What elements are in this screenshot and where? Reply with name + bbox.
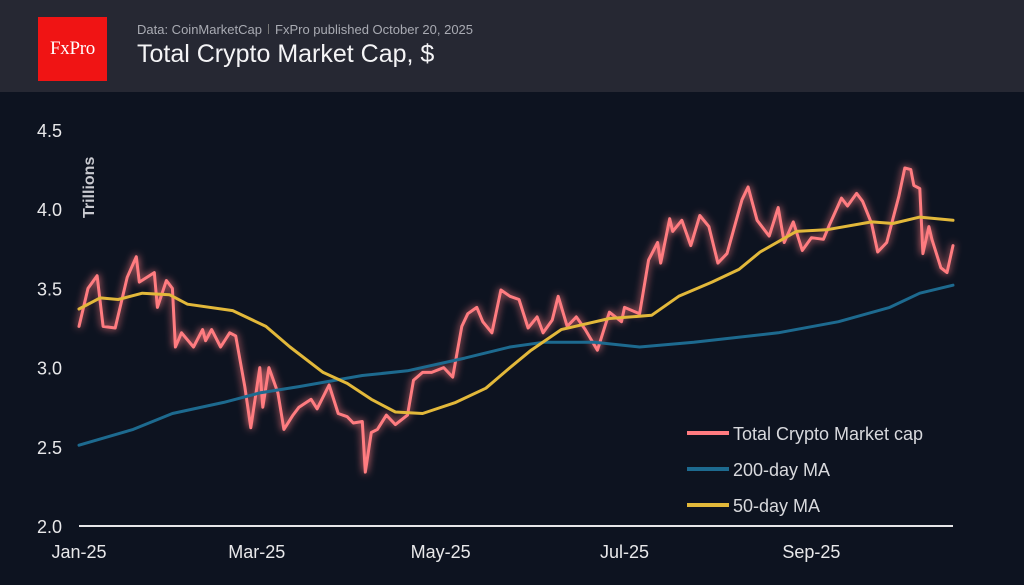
- logo-text: FxPro: [50, 38, 95, 59]
- data-source: Data: CoinMarketCap: [137, 22, 262, 37]
- series-line-total-crypto-market-cap: [77, 166, 955, 474]
- chart-header: FxPro Data: CoinMarketCap FxPro published…: [0, 0, 1024, 92]
- chart-title: Total Crypto Market Cap, $: [137, 40, 435, 68]
- x-tick-label: Jan-25: [51, 542, 106, 562]
- x-tick-label: Sep-25: [782, 542, 840, 562]
- y-tick-label: 4.0: [37, 200, 62, 220]
- y-tick-label: 2.0: [37, 517, 62, 537]
- x-tick-label: May-25: [411, 542, 471, 562]
- legend-label: 200-day MA: [733, 460, 830, 480]
- source-line: Data: CoinMarketCap FxPro published Octob…: [137, 22, 473, 37]
- published-date: FxPro published October 20, 2025: [275, 22, 474, 37]
- y-tick-label: 4.5: [37, 121, 62, 141]
- y-tick-label: 3.5: [37, 279, 62, 299]
- separator: [268, 24, 269, 34]
- legend-label: 50-day MA: [733, 496, 820, 516]
- y-tick-label: 2.5: [37, 438, 62, 458]
- x-tick-label: Jul-25: [600, 542, 649, 562]
- series-line-200-day-ma: [77, 283, 955, 447]
- y-tick-label: 3.0: [37, 359, 62, 379]
- series-line-50-day-ma: [77, 215, 955, 415]
- legend-label: Total Crypto Market cap: [733, 424, 923, 444]
- fxpro-logo: FxPro: [38, 17, 107, 81]
- x-tick-label: Mar-25: [228, 542, 285, 562]
- y-axis-label: Trillions: [81, 157, 98, 218]
